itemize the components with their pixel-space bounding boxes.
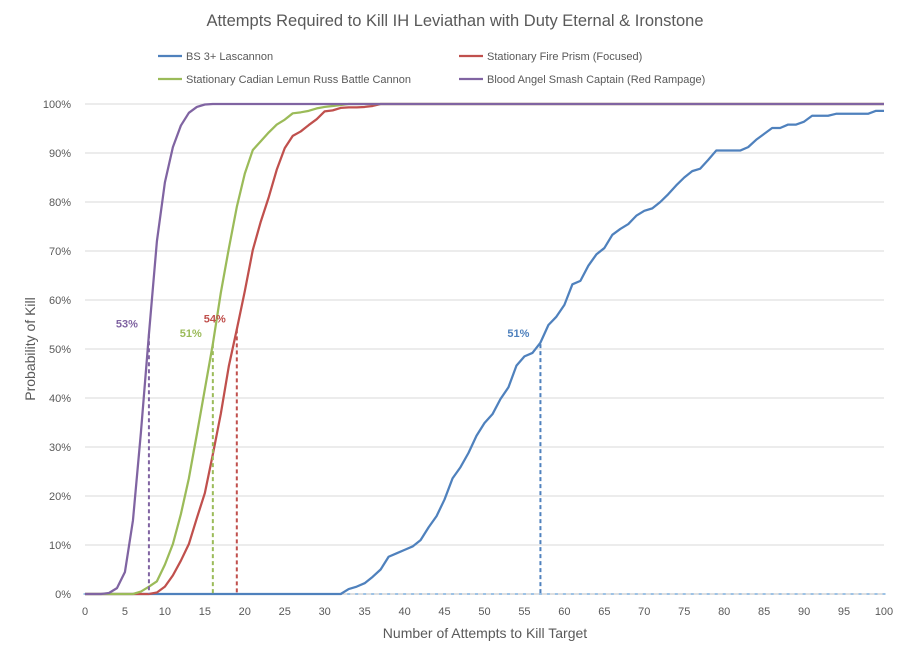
- y-tick-label: 0%: [55, 589, 71, 601]
- y-tick-label: 90%: [49, 148, 71, 160]
- y-tick-label: 60%: [49, 295, 71, 307]
- x-tick-label: 80: [718, 606, 730, 618]
- y-tick-label: 70%: [49, 246, 71, 258]
- x-tick-label: 100: [875, 606, 893, 618]
- x-axis-title: Number of Attempts to Kill Target: [383, 625, 587, 641]
- series-line-3: [85, 102, 884, 596]
- x-tick-label: 65: [598, 606, 610, 618]
- marker-label: 51%: [180, 328, 202, 340]
- x-tick-label: 20: [239, 606, 251, 618]
- x-tick-label: 5: [122, 606, 128, 618]
- x-tick-label: 50: [478, 606, 490, 618]
- x-tick-label: 55: [518, 606, 530, 618]
- x-tick-label: 0: [82, 606, 88, 618]
- marker-label: 51%: [507, 328, 529, 340]
- legend-label: Blood Angel Smash Captain (Red Rampage): [487, 74, 705, 86]
- marker-label: 53%: [116, 318, 138, 330]
- annotations: 53%51%54%51%: [116, 313, 542, 594]
- marker-label: 54%: [204, 313, 226, 325]
- x-tick-label: 10: [159, 606, 171, 618]
- legend: BS 3+ Lascannon Stationary Fire Prism (Fo…: [158, 51, 705, 86]
- x-axis-ticks: 0 5 10 15 20 25 30 35 40 45 50 55 60 65 70 75 80 85 90 95 10…: [82, 606, 893, 618]
- y-tick-label: 30%: [49, 442, 71, 454]
- series-lines: [85, 102, 884, 596]
- legend-label: Stationary Fire Prism (Focused): [487, 51, 642, 63]
- y-tick-label: 100%: [43, 99, 71, 111]
- y-tick-label: 50%: [49, 344, 71, 356]
- y-tick-label: 20%: [49, 491, 71, 503]
- legend-label: Stationary Cadian Lemun Russ Battle Cann…: [186, 74, 411, 86]
- x-tick-label: 60: [558, 606, 570, 618]
- x-tick-label: 45: [438, 606, 450, 618]
- y-axis-title: Probability of Kill: [22, 297, 38, 401]
- x-tick-label: 85: [758, 606, 770, 618]
- x-tick-label: 25: [279, 606, 291, 618]
- x-tick-label: 30: [319, 606, 331, 618]
- x-tick-label: 70: [638, 606, 650, 618]
- chart-title: Attempts Required to Kill IH Leviathan w…: [206, 12, 703, 30]
- x-tick-label: 35: [359, 606, 371, 618]
- legend-label: BS 3+ Lascannon: [186, 51, 273, 63]
- series-line-2: [85, 102, 884, 596]
- x-tick-label: 15: [199, 606, 211, 618]
- y-tick-label: 80%: [49, 197, 71, 209]
- y-axis-ticks: 0% 10% 20% 30% 40% 50% 60% 70% 80% 90% 100%: [43, 99, 71, 601]
- series-line-0: [85, 109, 884, 596]
- y-tick-label: 10%: [49, 540, 71, 552]
- x-tick-label: 95: [838, 606, 850, 618]
- x-tick-label: 40: [398, 606, 410, 618]
- y-tick-label: 40%: [49, 393, 71, 405]
- x-tick-label: 75: [678, 606, 690, 618]
- series-line-1: [85, 102, 884, 596]
- x-tick-label: 90: [798, 606, 810, 618]
